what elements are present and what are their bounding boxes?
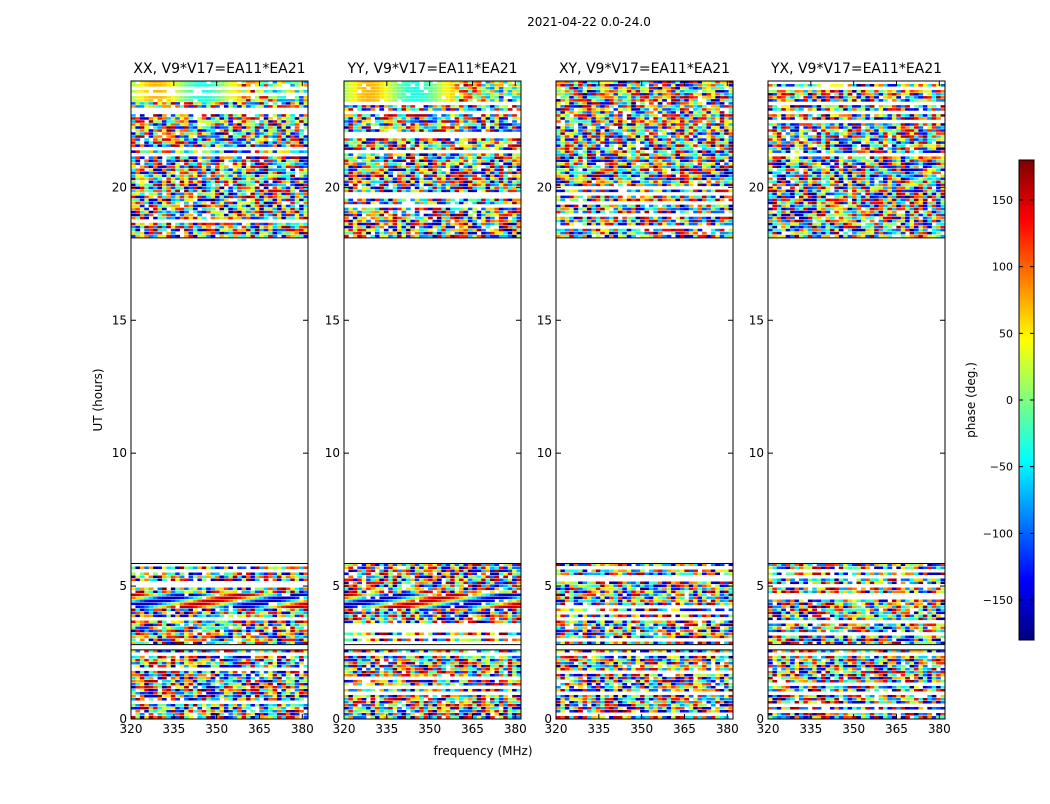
figure-title: 2021-04-22 0.0-24.0 [527,15,651,29]
x-tick-label: 380 [716,722,739,736]
panel-title: XX, V9*V17=EA11*EA21 [133,61,305,77]
data-block [131,650,308,719]
x-tick-label: 380 [291,722,314,736]
colorbar-label: phase (deg.) [964,362,978,438]
y-tick-label: 5 [332,579,340,593]
y-tick-label: 0 [756,712,764,726]
y-tick-label: 5 [119,579,127,593]
y-tick-label: 15 [537,313,552,327]
panel-title: YX, V9*V17=EA11*EA21 [770,61,942,77]
y-tick-label: 10 [112,446,127,460]
x-tick-label: 365 [885,722,908,736]
y-tick-label: 10 [749,446,764,460]
y-tick-label: 15 [112,313,127,327]
x-tick-label: 380 [504,722,527,736]
y-tick-label: 20 [112,180,127,194]
y-tick-label: 5 [544,579,552,593]
panel-title: XY, V9*V17=EA11*EA21 [559,61,730,77]
y-tick-label: 20 [325,180,340,194]
x-tick-label: 350 [418,722,441,736]
y-tick-label: 0 [332,712,340,726]
x-axis-label: frequency (MHz) [433,744,532,758]
colorbar-tick-label: 50 [999,327,1013,340]
y-tick-label: 20 [749,180,764,194]
x-tick-label: 350 [842,722,865,736]
x-tick-label: 335 [799,722,822,736]
x-tick-label: 335 [587,722,610,736]
colorbar: −150 −100 −50 0 50 100 150 [983,160,1034,640]
x-tick-label: 365 [461,722,484,736]
x-tick-label: 350 [205,722,228,736]
x-tick-label: 350 [630,722,653,736]
y-tick-label: 10 [537,446,552,460]
y-tick-label: 20 [537,180,552,194]
y-axis-label: UT (hours) [91,368,105,431]
x-tick-label: 365 [248,722,271,736]
x-tick-label: 335 [375,722,398,736]
y-tick-label: 10 [325,446,340,460]
data-block [131,81,308,238]
panel-title: YY, V9*V17=EA11*EA21 [346,61,517,77]
x-tick-label: 380 [928,722,951,736]
y-tick-label: 0 [119,712,127,726]
colorbar-tick-label: 100 [992,261,1013,274]
colorbar-tick-label: −150 [983,594,1013,607]
colorbar-tick-label: −50 [990,461,1013,474]
y-tick-label: 0 [544,712,552,726]
y-tick-label: 15 [325,313,340,327]
data-block [344,650,521,719]
data-block [556,650,733,719]
y-tick-label: 15 [749,313,764,327]
y-tick-label: 5 [756,579,764,593]
x-tick-label: 335 [162,722,185,736]
x-tick-label: 365 [673,722,696,736]
colorbar-tick-label: 150 [992,194,1013,207]
colorbar-tick-label: 0 [1006,394,1013,407]
colorbar-tick-label: −100 [983,527,1013,540]
